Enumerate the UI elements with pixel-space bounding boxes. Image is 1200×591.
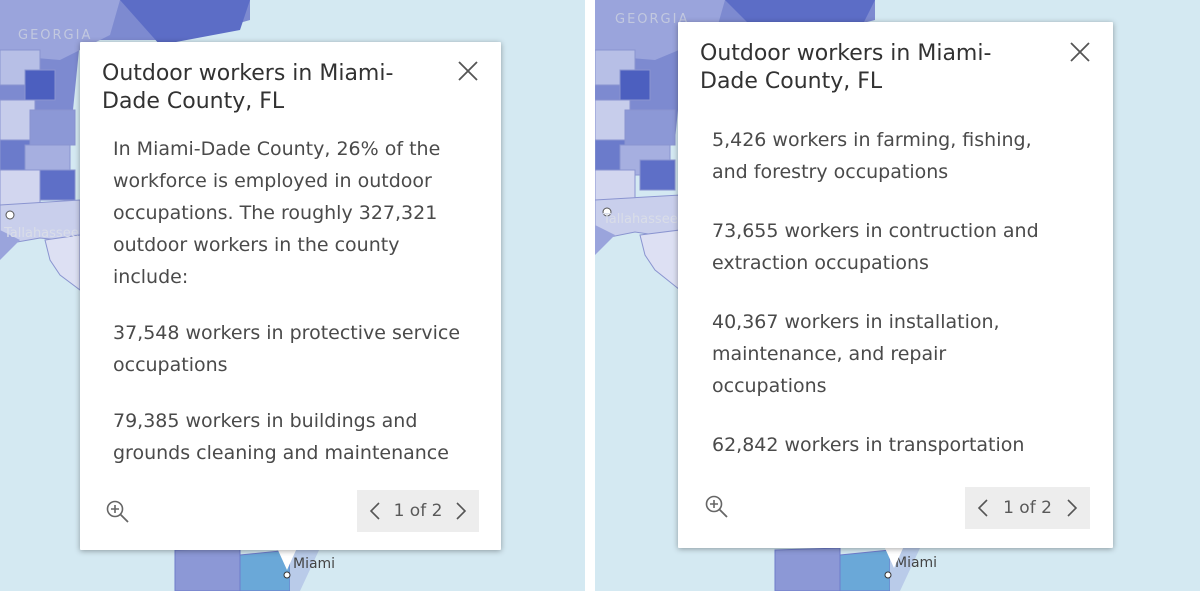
popup-body: In Miami-Dade County, 26% of the workfor… <box>113 133 493 493</box>
popup-title: Outdoor workers in Miami- Dade County, F… <box>700 40 1050 96</box>
state-label: GEORGIA <box>615 12 690 27</box>
popup-paragraph: 73,655 workers in contruction and extrac… <box>712 215 1102 279</box>
city-label-tallahassee: Tallahassee <box>4 226 79 241</box>
popup-paragraph: 62,842 workers in transportation <box>712 429 1102 461</box>
text-line: extraction occupations <box>712 252 929 274</box>
popup-body: 5,426 workers in farming, fishing, and f… <box>712 124 1102 485</box>
popup-paragraph: 79,385 workers in buildings and grounds … <box>113 405 493 469</box>
text-line: 40,367 workers in installation, <box>712 311 1000 333</box>
text-line: grounds cleaning and maintenance <box>113 442 449 464</box>
text-line: In Miami-Dade County, 26% of the <box>113 138 441 160</box>
text-line: 79,385 workers in buildings and <box>113 410 418 432</box>
text-line: include: <box>113 266 189 288</box>
close-icon[interactable] <box>1069 41 1091 63</box>
city-label-miami: Miami <box>293 556 336 572</box>
state-label: GEORGIA <box>18 28 93 43</box>
text-line: 5,426 workers in farming, fishing, <box>712 129 1032 151</box>
popup-card: Outdoor workers in Miami- Dade County, F… <box>678 22 1113 548</box>
map-panel-right[interactable]: GEORGIA Tallahassee Miami Outdoor worker… <box>595 0 1200 591</box>
text-line: workforce is employed in outdoor <box>113 170 432 192</box>
popup-title-line1: Outdoor workers in Miami- <box>700 41 992 66</box>
popup-paragraph: In Miami-Dade County, 26% of the workfor… <box>113 133 493 293</box>
zoom-in-icon[interactable] <box>704 494 730 520</box>
text-line: maintenance, and repair <box>712 343 947 365</box>
chevron-left-icon[interactable] <box>369 502 381 520</box>
popup-title: Outdoor workers in Miami- Dade County, F… <box>102 60 442 116</box>
panel-divider <box>585 0 595 591</box>
popup-title-line1: Outdoor workers in Miami- <box>102 61 394 86</box>
popup-paragraph: 40,367 workers in installation, maintena… <box>712 306 1102 402</box>
popup-pointer <box>884 546 904 568</box>
city-label-miami: Miami <box>895 555 938 571</box>
city-label-tallahassee: Tallahassee <box>603 212 678 227</box>
chevron-left-icon[interactable] <box>977 499 989 517</box>
text-line: occupations. The roughly 327,321 <box>113 202 438 224</box>
page-indicator: 1 of 2 <box>1003 498 1052 518</box>
close-icon[interactable] <box>457 60 479 82</box>
text-line: 62,842 workers in transportation <box>712 434 1025 456</box>
zoom-in-icon[interactable] <box>105 499 131 525</box>
text-line: occupations <box>113 354 228 376</box>
text-line: 37,548 workers in protective service <box>113 322 461 344</box>
chevron-right-icon[interactable] <box>1066 499 1078 517</box>
map-panel-left[interactable]: GEORGIA Tallahassee Miami Outdoor worker… <box>0 0 585 591</box>
page-indicator: 1 of 2 <box>393 501 443 521</box>
text-line: outdoor workers in the county <box>113 234 400 256</box>
popup-title-line2: Dade County, FL <box>700 69 883 94</box>
popup-pointer <box>277 548 297 570</box>
pagination-control: 1 of 2 <box>357 490 479 532</box>
text-line: occupations <box>712 375 827 397</box>
popup-card: Outdoor workers in Miami- Dade County, F… <box>80 42 501 550</box>
popup-title-line2: Dade County, FL <box>102 89 285 114</box>
pagination-control: 1 of 2 <box>965 487 1090 529</box>
chevron-right-icon[interactable] <box>455 502 467 520</box>
popup-paragraph: 37,548 workers in protective service occ… <box>113 317 493 381</box>
text-line: 73,655 workers in contruction and <box>712 220 1039 242</box>
text-line: and forestry occupations <box>712 161 949 183</box>
popup-paragraph: 5,426 workers in farming, fishing, and f… <box>712 124 1102 188</box>
